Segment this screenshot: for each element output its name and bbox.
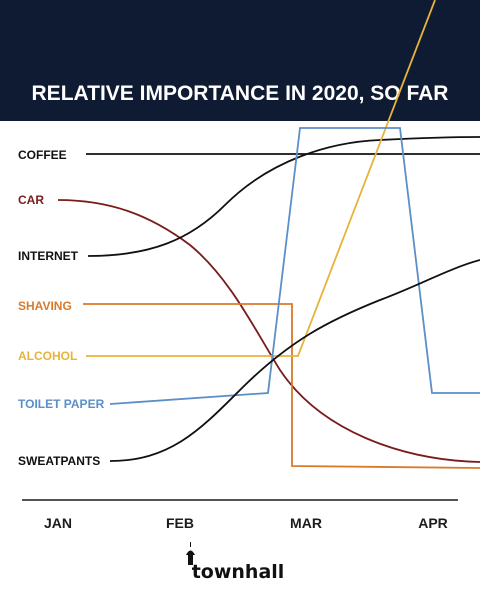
series-label-toilet-paper: TOILET PAPER bbox=[18, 397, 105, 411]
x-tick-label-apr: APR bbox=[418, 515, 448, 531]
x-tick-label-jan: JAN bbox=[44, 515, 72, 531]
series-label-shaving: SHAVING bbox=[18, 299, 72, 313]
series-line-internet bbox=[87, 136, 480, 257]
series-line-car bbox=[57, 199, 480, 463]
series-label-internet: INTERNET bbox=[18, 249, 79, 263]
logo-wordmark: townhall bbox=[192, 561, 285, 583]
series-line-toilet-paper bbox=[109, 127, 480, 405]
townhall-logo: townhall bbox=[186, 542, 284, 583]
series-label-car: CAR bbox=[18, 193, 44, 207]
series-line-sweatpants bbox=[109, 259, 480, 462]
series-label-sweatpants: SWEATPANTS bbox=[18, 454, 100, 468]
series-lines bbox=[57, 0, 480, 469]
x-axis-ticks: JAN FEB MAR APR bbox=[44, 515, 448, 531]
series-label-alcohol: ALCOHOL bbox=[18, 349, 77, 363]
x-tick-label-feb: FEB bbox=[166, 515, 194, 531]
header-band bbox=[0, 0, 480, 121]
series-line-alcohol bbox=[86, 0, 436, 357]
series-label-coffee: COFFEE bbox=[18, 148, 67, 162]
chart-title: RELATIVE IMPORTANCE IN 2020, SO FAR bbox=[32, 82, 449, 105]
series-line-shaving bbox=[83, 303, 480, 469]
x-tick-label-mar: MAR bbox=[290, 515, 322, 531]
capitol-dome-icon bbox=[186, 542, 195, 565]
series-labels: COFFEE CAR INTERNET SHAVING ALCOHOL TOILET PA… bbox=[18, 148, 105, 468]
